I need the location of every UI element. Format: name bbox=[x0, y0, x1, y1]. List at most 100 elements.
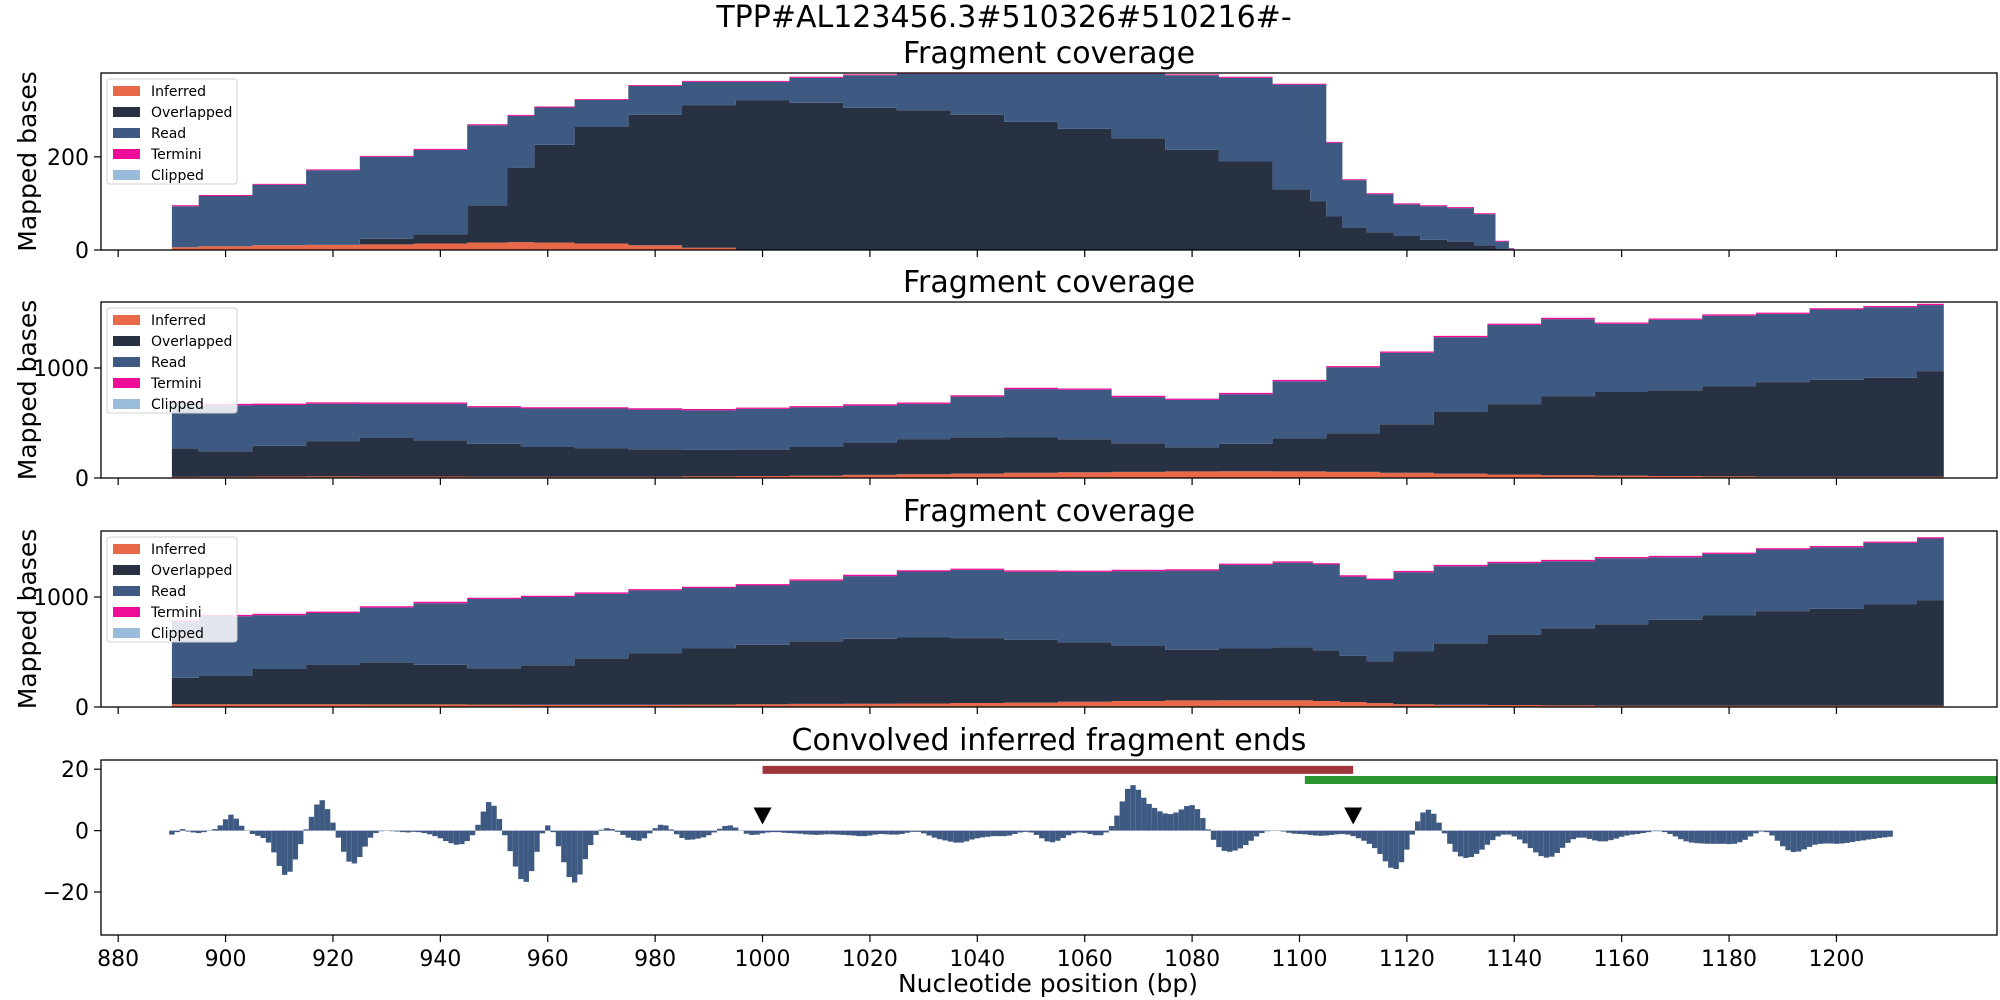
bar bbox=[1065, 830, 1072, 836]
bar bbox=[1286, 830, 1292, 833]
bar bbox=[894, 830, 900, 835]
bar bbox=[1570, 830, 1577, 840]
bar bbox=[1887, 830, 1893, 837]
legend-swatch-clipped bbox=[113, 628, 140, 638]
bar bbox=[711, 830, 717, 833]
bar bbox=[1210, 830, 1217, 840]
x-tick-label: 940 bbox=[419, 947, 461, 972]
bar bbox=[255, 830, 261, 836]
bar bbox=[690, 830, 696, 840]
bar bbox=[1447, 830, 1453, 844]
bar bbox=[281, 830, 288, 875]
bar bbox=[1092, 830, 1099, 836]
bar bbox=[1576, 830, 1582, 838]
bar bbox=[1049, 830, 1056, 843]
bar bbox=[1581, 830, 1587, 838]
bar bbox=[394, 830, 401, 832]
bar bbox=[1715, 830, 1721, 844]
bar bbox=[996, 830, 1002, 837]
bar bbox=[1790, 830, 1797, 853]
bar bbox=[496, 818, 503, 831]
legend: Inferred Overlapped Read Termini Clipped bbox=[106, 78, 238, 185]
bar bbox=[1549, 830, 1555, 857]
bar bbox=[389, 830, 395, 832]
bar bbox=[1141, 797, 1147, 831]
bar bbox=[1334, 830, 1340, 835]
bar bbox=[1661, 830, 1668, 833]
bar bbox=[904, 830, 911, 833]
bar bbox=[1678, 830, 1684, 840]
bar bbox=[1264, 830, 1270, 832]
bar bbox=[518, 830, 524, 880]
bar bbox=[974, 830, 980, 839]
bar bbox=[733, 827, 739, 831]
y-tick-label: 0 bbox=[75, 467, 89, 492]
series-read-area bbox=[171, 538, 1944, 678]
bar bbox=[249, 830, 256, 834]
axes-frame bbox=[100, 759, 1998, 936]
bar bbox=[571, 830, 578, 883]
bar bbox=[1592, 830, 1598, 841]
series-overlapped-area bbox=[171, 100, 1515, 250]
bar bbox=[1511, 830, 1517, 837]
bar bbox=[1371, 830, 1378, 849]
bar bbox=[1366, 830, 1372, 844]
bar bbox=[1291, 830, 1297, 834]
bar bbox=[410, 830, 417, 832]
panel-title: Convolved inferred fragment ends bbox=[792, 723, 1307, 758]
x-tick-label: 980 bbox=[634, 947, 676, 972]
bar bbox=[920, 830, 927, 834]
bar bbox=[1710, 830, 1716, 844]
bar bbox=[1162, 813, 1168, 831]
axes-frame bbox=[100, 72, 1998, 251]
bar bbox=[1490, 830, 1496, 841]
bar bbox=[421, 830, 427, 834]
bar bbox=[298, 830, 304, 845]
series-inferred-area bbox=[171, 471, 1944, 478]
bar bbox=[1747, 830, 1754, 837]
legend-swatch-overlapped bbox=[113, 565, 140, 575]
bar bbox=[1259, 830, 1265, 834]
bar bbox=[1479, 830, 1485, 850]
bar bbox=[1055, 830, 1061, 841]
bar bbox=[1629, 830, 1636, 835]
bar bbox=[1694, 830, 1700, 844]
bar bbox=[1393, 830, 1399, 869]
y-tick-label: 0 bbox=[75, 820, 89, 845]
bar bbox=[1382, 830, 1389, 862]
bar bbox=[1543, 830, 1550, 858]
bar bbox=[367, 830, 374, 838]
bar bbox=[630, 830, 637, 841]
bar bbox=[684, 830, 691, 840]
bar bbox=[1345, 830, 1351, 835]
series-inferred-area bbox=[171, 700, 1944, 707]
bar bbox=[1731, 830, 1738, 844]
bar bbox=[706, 830, 712, 836]
bar bbox=[652, 828, 658, 831]
bar bbox=[1683, 830, 1689, 842]
x-tick-label: 1200 bbox=[1808, 947, 1864, 972]
x-tick-label: 1060 bbox=[1057, 947, 1113, 972]
bar bbox=[507, 830, 513, 852]
bar bbox=[792, 830, 798, 834]
bar bbox=[937, 830, 943, 840]
legend-swatch-overlapped bbox=[113, 107, 140, 117]
series-inferred-area bbox=[171, 242, 1515, 250]
legend-label-termini: Termini bbox=[150, 376, 202, 392]
bar bbox=[555, 830, 562, 847]
bar bbox=[1618, 830, 1625, 837]
panel-title: Fragment coverage bbox=[903, 36, 1195, 71]
bar bbox=[1742, 830, 1748, 840]
bar bbox=[1796, 830, 1802, 852]
bar bbox=[953, 830, 959, 843]
y-tick-label: 0 bbox=[75, 696, 89, 721]
bar bbox=[604, 828, 610, 831]
bar bbox=[1135, 789, 1142, 831]
legend-swatch-overlapped bbox=[113, 336, 140, 346]
x-tick-label: 1120 bbox=[1379, 947, 1435, 972]
bar bbox=[1474, 830, 1480, 854]
bar bbox=[1216, 830, 1222, 848]
bar bbox=[169, 830, 175, 835]
bar bbox=[502, 830, 508, 836]
bar bbox=[469, 830, 476, 836]
